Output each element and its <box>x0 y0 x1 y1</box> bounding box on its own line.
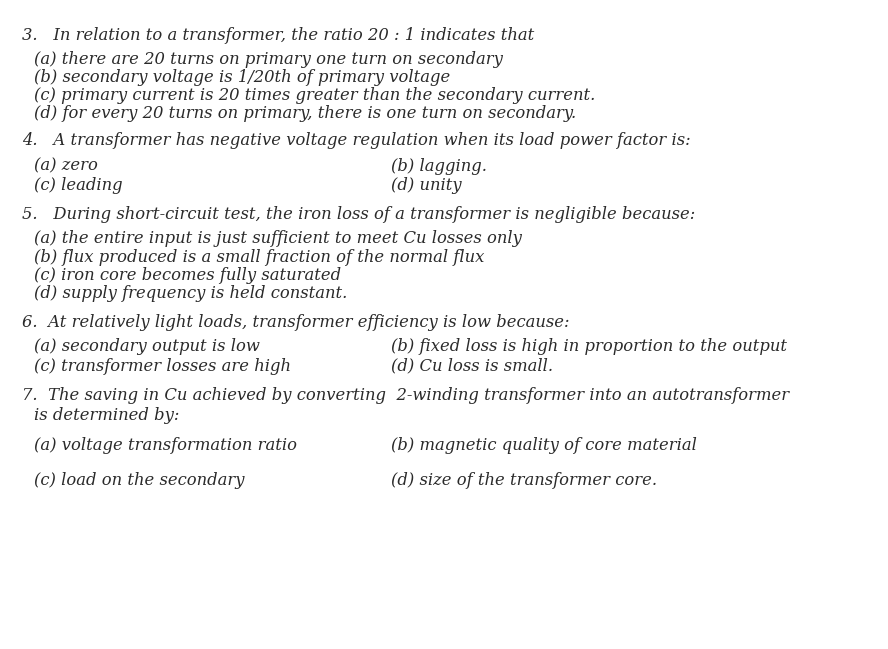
Text: is determined by:: is determined by: <box>34 407 179 424</box>
Text: (a) zero: (a) zero <box>34 158 98 175</box>
Text: (c) iron core becomes fully saturated: (c) iron core becomes fully saturated <box>34 267 341 284</box>
Text: (b) magnetic quality of core material: (b) magnetic quality of core material <box>391 437 696 454</box>
Text: (a) there are 20 turns on primary one turn on secondary: (a) there are 20 turns on primary one tu… <box>34 51 503 67</box>
Text: (d) for every 20 turns on primary, there is one turn on secondary.: (d) for every 20 turns on primary, there… <box>34 105 576 122</box>
Text: 4.   A transformer has negative voltage regulation when its load power factor is: 4. A transformer has negative voltage re… <box>22 132 691 149</box>
Text: (a) the entire input is just sufficient to meet Cu losses only: (a) the entire input is just sufficient … <box>34 230 521 247</box>
Text: (d) unity: (d) unity <box>391 177 462 194</box>
Text: (b) lagging.: (b) lagging. <box>391 158 487 175</box>
Text: (d) size of the transformer core.: (d) size of the transformer core. <box>391 472 657 489</box>
Text: (c) transformer losses are high: (c) transformer losses are high <box>34 358 290 374</box>
Text: 3.   In relation to a transformer, the ratio 20 : 1 indicates that: 3. In relation to a transformer, the rat… <box>22 27 535 44</box>
Text: 6.  At relatively light loads, transformer efficiency is low because:: 6. At relatively light loads, transforme… <box>22 314 570 331</box>
Text: (c) leading: (c) leading <box>34 177 123 194</box>
Text: (a) voltage transformation ratio: (a) voltage transformation ratio <box>34 437 297 454</box>
Text: (a) secondary output is low: (a) secondary output is low <box>34 338 259 355</box>
Text: (c) load on the secondary: (c) load on the secondary <box>34 472 244 489</box>
Text: (d) Cu loss is small.: (d) Cu loss is small. <box>391 358 553 374</box>
Text: 5.   During short-circuit test, the iron loss of a transformer is negligible bec: 5. During short-circuit test, the iron l… <box>22 206 695 223</box>
Text: (b) fixed loss is high in proportion to the output: (b) fixed loss is high in proportion to … <box>391 338 787 355</box>
Text: 7.  The saving in Cu achieved by converting  2-winding transformer into an autot: 7. The saving in Cu achieved by converti… <box>22 387 789 404</box>
Text: (d) supply frequency is held constant.: (d) supply frequency is held constant. <box>34 285 347 302</box>
Text: (c) primary current is 20 times greater than the secondary current.: (c) primary current is 20 times greater … <box>34 87 595 104</box>
Text: (b) flux produced is a small fraction of the normal flux: (b) flux produced is a small fraction of… <box>34 249 484 265</box>
Text: (b) secondary voltage is 1/20th of primary voltage: (b) secondary voltage is 1/20th of prima… <box>34 69 450 86</box>
